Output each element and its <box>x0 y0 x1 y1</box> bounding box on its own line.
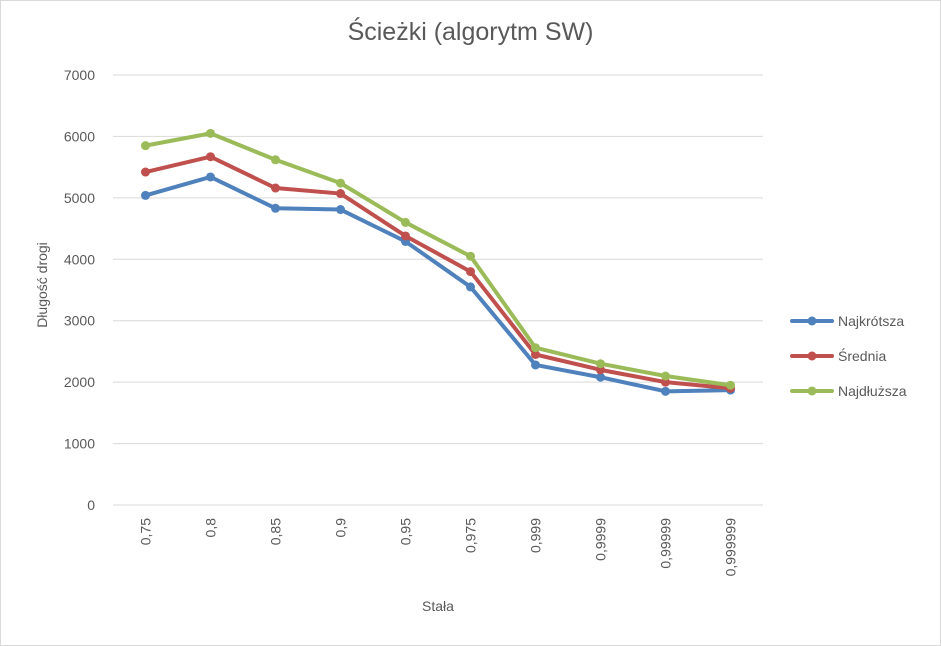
x-tick-label: 0,999 <box>528 518 544 553</box>
series-line <box>143 131 733 388</box>
y-tick-label: 2000 <box>64 374 95 390</box>
data-point <box>661 386 670 396</box>
data-point <box>531 343 540 353</box>
data-point <box>531 360 540 370</box>
legend-label: Najkrótsza <box>838 312 905 329</box>
x-tick-labels: 0,75 0,8 0,85 0,9 0,95 0,975 0,999 0,9999 0,9999… <box>138 518 739 577</box>
legend-label: Najdłuższa <box>838 382 907 399</box>
legend-marker <box>790 316 834 325</box>
data-point <box>141 190 150 200</box>
x-tick-label: 0,975 <box>463 518 479 553</box>
y-tick-label: 7000 <box>64 67 95 83</box>
data-point <box>661 371 670 381</box>
data-point <box>726 380 735 390</box>
gridlines <box>113 74 763 506</box>
data-point <box>596 359 605 369</box>
data-point <box>271 203 280 213</box>
x-axis-label: Stała <box>422 598 454 614</box>
data-point <box>531 350 540 359</box>
x-tick-label: 0,999999 <box>723 518 739 577</box>
series-line <box>143 154 733 391</box>
x-tick-label: 0,75 <box>138 518 154 545</box>
data-point <box>401 217 410 227</box>
data-point <box>466 267 475 277</box>
legend: Najkrótsza Średnia Najdłuższa <box>790 303 906 408</box>
data-point <box>206 152 215 162</box>
y-tick-labels: 0 1000 2000 3000 4000 5000 6000 7000 <box>64 67 95 513</box>
data-point <box>141 141 150 151</box>
data-point <box>336 205 345 215</box>
x-tick-label: 0,85 <box>268 518 284 545</box>
data-point <box>466 282 475 292</box>
series-lines <box>141 128 735 396</box>
legend-item: Średnia <box>790 338 906 373</box>
data-point <box>401 231 410 241</box>
data-point <box>206 128 215 138</box>
legend-item: Najdłuższa <box>790 373 906 408</box>
data-point <box>271 183 280 193</box>
x-tick-label: 0,99999 <box>658 518 674 569</box>
x-tick-label: 0,9999 <box>593 518 609 561</box>
x-tick-label: 0,8 <box>203 518 219 538</box>
legend-item: Najkrótsza <box>790 303 906 338</box>
y-tick-label: 6000 <box>64 128 95 144</box>
data-point <box>336 178 345 188</box>
legend-marker <box>790 351 834 360</box>
data-point <box>336 189 345 199</box>
data-point <box>206 172 215 182</box>
series-line <box>143 174 733 394</box>
legend-label: Średnia <box>838 347 887 364</box>
data-point <box>596 372 605 382</box>
data-point <box>466 251 475 261</box>
y-tick-label: 5000 <box>64 190 95 206</box>
data-point <box>271 155 280 165</box>
data-point <box>141 167 150 177</box>
x-tick-label: 0,9 <box>333 518 349 538</box>
y-tick-label: 4000 <box>64 251 95 267</box>
y-tick-label: 0 <box>87 497 95 513</box>
legend-marker <box>790 386 834 395</box>
chart-title: Ścieżki (algorytm SW) <box>347 18 594 46</box>
y-tick-label: 3000 <box>64 313 95 329</box>
y-tick-label: 1000 <box>64 436 95 452</box>
x-tick-label: 0,95 <box>398 518 414 545</box>
